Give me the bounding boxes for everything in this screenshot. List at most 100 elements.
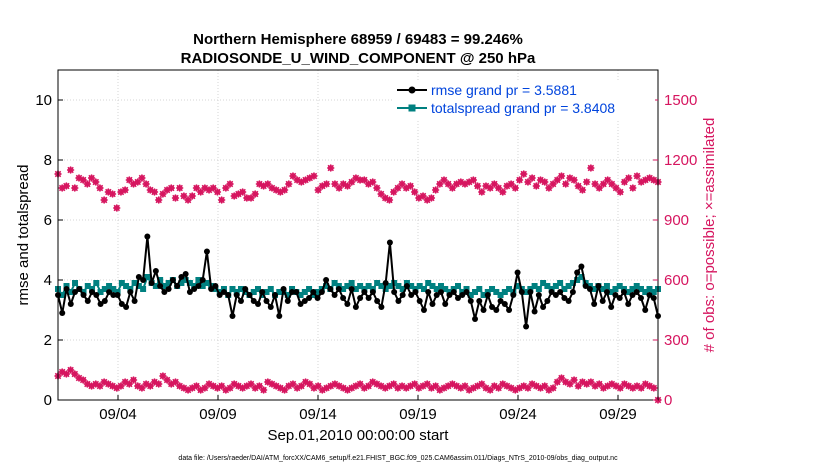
obs-marker-ring	[516, 177, 523, 183]
legend-spread-label: totalspread grand pr = 3.8408	[431, 100, 615, 116]
obs-marker	[234, 382, 243, 390]
left-tick-label: 6	[44, 212, 52, 229]
totalspread-point	[608, 289, 615, 295]
y-axis-label-left: rmse and totalspread	[15, 165, 32, 306]
totalspread-point	[135, 283, 142, 289]
obs-marker-ring	[63, 371, 70, 377]
totalspread-point	[152, 283, 159, 289]
rmse-point	[233, 292, 240, 298]
obs-marker-ring	[155, 381, 162, 387]
obs-marker	[280, 186, 289, 194]
obs-marker	[448, 184, 457, 192]
rmse-point	[361, 289, 368, 295]
obs-marker-ring	[285, 181, 292, 187]
rmse-point	[408, 292, 415, 298]
totalspread-point	[408, 283, 415, 289]
rmse-point	[135, 274, 142, 280]
rmse-point	[446, 292, 453, 298]
right-tick-label: 0	[664, 392, 672, 409]
totalspread-point	[552, 283, 559, 289]
totalspread-point	[612, 286, 619, 292]
rmse-point	[242, 286, 249, 292]
rmse-point	[280, 286, 287, 292]
obs-marker	[398, 180, 406, 188]
obs-marker-ring	[172, 195, 179, 201]
obs-marker-ring	[239, 189, 246, 195]
rmse-point	[582, 283, 589, 289]
totalspread-point	[540, 280, 547, 286]
obs-marker	[121, 186, 129, 194]
obs-marker-ring	[608, 181, 615, 187]
obs-marker	[633, 172, 641, 180]
obs-marker	[108, 190, 117, 198]
obs-marker-ring	[541, 383, 548, 389]
totalspread-point	[565, 283, 572, 289]
obs-marker	[541, 178, 549, 186]
rmse-point	[433, 292, 440, 298]
obs-marker-ring	[252, 191, 259, 197]
totalspread-point	[93, 280, 100, 286]
rmse-point	[93, 292, 100, 298]
obs-marker-ring	[390, 381, 397, 387]
totalspread-point	[531, 283, 538, 289]
obs-marker-ring	[281, 387, 288, 393]
rmse-point	[186, 289, 193, 295]
obs-marker-ring	[378, 191, 384, 197]
totalspread-point	[386, 283, 393, 289]
obs-marker	[310, 172, 318, 180]
obs-marker-ring	[529, 175, 536, 181]
obs-marker-ring	[533, 183, 540, 189]
rmse-point	[191, 286, 198, 292]
totalspread-point	[178, 280, 185, 286]
obs-marker	[650, 384, 658, 392]
rmse-point	[259, 289, 266, 295]
obs-marker-ring	[499, 189, 506, 195]
left-tick-label: 10	[35, 92, 52, 109]
rmse-point	[416, 298, 423, 304]
obs-marker-ring	[159, 373, 166, 379]
obs-marker	[83, 180, 91, 188]
totalspread-point	[642, 289, 649, 295]
obs-marker-ring	[344, 183, 351, 189]
obs-marker-ring	[546, 185, 552, 191]
obs-marker	[259, 386, 268, 394]
x-tick-label: 09/14	[299, 406, 337, 423]
totalspread-point	[203, 280, 210, 286]
obs-marker	[469, 176, 477, 184]
rmse-point	[599, 298, 606, 304]
rmse-point	[255, 301, 261, 307]
totalspread-point	[574, 277, 581, 283]
obs-marker	[432, 186, 440, 194]
obs-marker-ring	[587, 379, 594, 385]
totalspread-point	[267, 286, 274, 292]
rmse-point	[76, 286, 83, 292]
rmse-point	[101, 298, 108, 304]
totalspread-point	[629, 286, 636, 292]
left-axis: 0 2 4 6 8 10	[35, 92, 63, 409]
rmse-point	[340, 295, 347, 301]
rmse-point	[548, 289, 555, 295]
totalspread-point	[276, 289, 283, 295]
left-tick-label: 4	[44, 272, 52, 289]
obs-marker-ring	[495, 385, 502, 391]
rmse-point	[480, 307, 487, 313]
rmse-point	[369, 289, 376, 295]
totalspread-point	[157, 277, 164, 283]
totalspread-point	[544, 283, 551, 289]
obs-marker-ring	[290, 173, 296, 179]
obs-marker-ring	[428, 195, 435, 201]
obs-marker	[134, 178, 142, 186]
totalspread-point	[442, 286, 449, 292]
obs-marker-ring	[193, 383, 200, 389]
obs-marker-ring	[394, 185, 401, 191]
rmse-point	[169, 277, 176, 283]
obs-marker	[289, 172, 297, 180]
rmse-point	[523, 323, 530, 330]
rmse-point	[527, 289, 534, 295]
obs-marker	[87, 174, 96, 182]
obs-marker	[620, 178, 629, 186]
obs-marker-ring	[323, 181, 330, 187]
obs-marker	[616, 384, 624, 392]
obs-marker	[251, 190, 259, 198]
obs-marker	[66, 366, 75, 374]
